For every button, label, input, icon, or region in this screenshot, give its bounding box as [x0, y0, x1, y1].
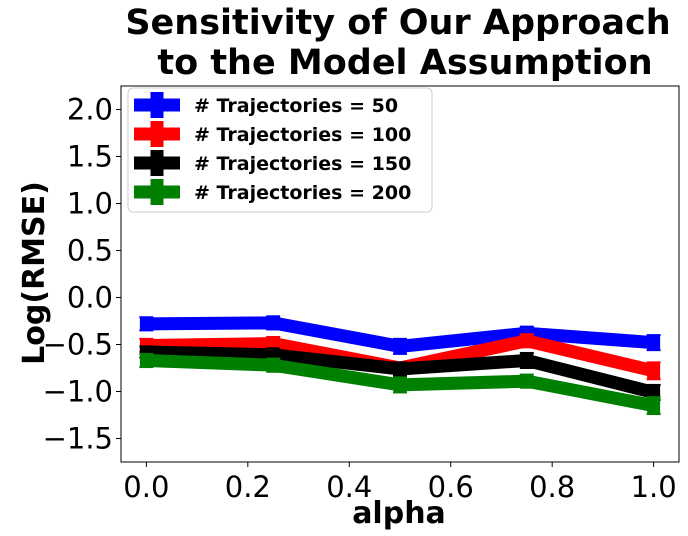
legend-label: # Trajectories = 50: [194, 95, 398, 117]
x-axis-label: alpha: [352, 496, 446, 531]
y-tick-label: −1.5: [43, 422, 113, 456]
data-point: [270, 340, 277, 347]
series-layer: [139, 315, 661, 416]
legend-item: # Trajectories = 200: [134, 179, 411, 205]
y-tick-label: 0.5: [67, 234, 113, 268]
data-point: [270, 351, 277, 358]
y-axis-label: Log(RMSE): [17, 181, 52, 365]
data-point: [650, 389, 657, 396]
x-tick-label: 0.2: [225, 470, 271, 504]
x-tick-label: 0.0: [123, 470, 169, 504]
data-point: [523, 357, 530, 364]
chart-title-line-2: to the Model Assumption: [157, 43, 652, 83]
data-point: [650, 339, 657, 346]
data-point: [650, 402, 657, 409]
data-point: [397, 365, 403, 372]
y-tick-label: 0.0: [67, 281, 113, 315]
legend-label: # Trajectories = 100: [194, 124, 411, 146]
series-1: [139, 315, 661, 355]
legend-item: # Trajectories = 50: [134, 92, 398, 118]
legend-box: [127, 87, 433, 213]
x-tick-label: 0.4: [326, 470, 372, 504]
data-point: [270, 319, 277, 326]
x-tick-label: 1.0: [631, 470, 677, 504]
chart-title: Sensitivity of Our Approach to the Model…: [125, 3, 670, 83]
data-point: [143, 320, 150, 327]
y-axis-ticks: 2.0 1.5 1.0 0.5 0.0 −0.5 −1.0 −1.5: [43, 93, 121, 456]
plot-frame: [120, 85, 680, 463]
x-axis-ticks: 0.0 0.2 0.4 0.6 0.8 1.0: [123, 462, 677, 504]
series-4: [139, 352, 661, 416]
y-tick-label: −1.0: [43, 375, 113, 409]
legend-item: # Trajectories = 150: [134, 150, 411, 176]
data-point: [523, 337, 530, 344]
y-tick-label: 1.5: [67, 140, 113, 174]
x-tick-label: 0.6: [428, 470, 474, 504]
legend-item: # Trajectories = 100: [134, 121, 411, 147]
chart-title-line-1: Sensitivity of Our Approach: [125, 3, 670, 43]
data-point: [143, 357, 150, 364]
data-point: [650, 367, 657, 374]
legend-label: # Trajectories = 200: [194, 182, 411, 204]
legend: # Trajectories = 50 # Trajectories = 100 #…: [127, 87, 433, 213]
data-point: [523, 378, 530, 385]
y-tick-label: −0.5: [43, 328, 113, 362]
data-point: [397, 343, 403, 350]
legend-label: # Trajectories = 150: [194, 153, 411, 175]
data-point: [397, 381, 403, 388]
y-tick-label: 1.0: [67, 187, 113, 221]
data-point: [270, 362, 277, 369]
y-tick-label: 2.0: [67, 93, 113, 127]
x-tick-label: 0.8: [529, 470, 575, 504]
